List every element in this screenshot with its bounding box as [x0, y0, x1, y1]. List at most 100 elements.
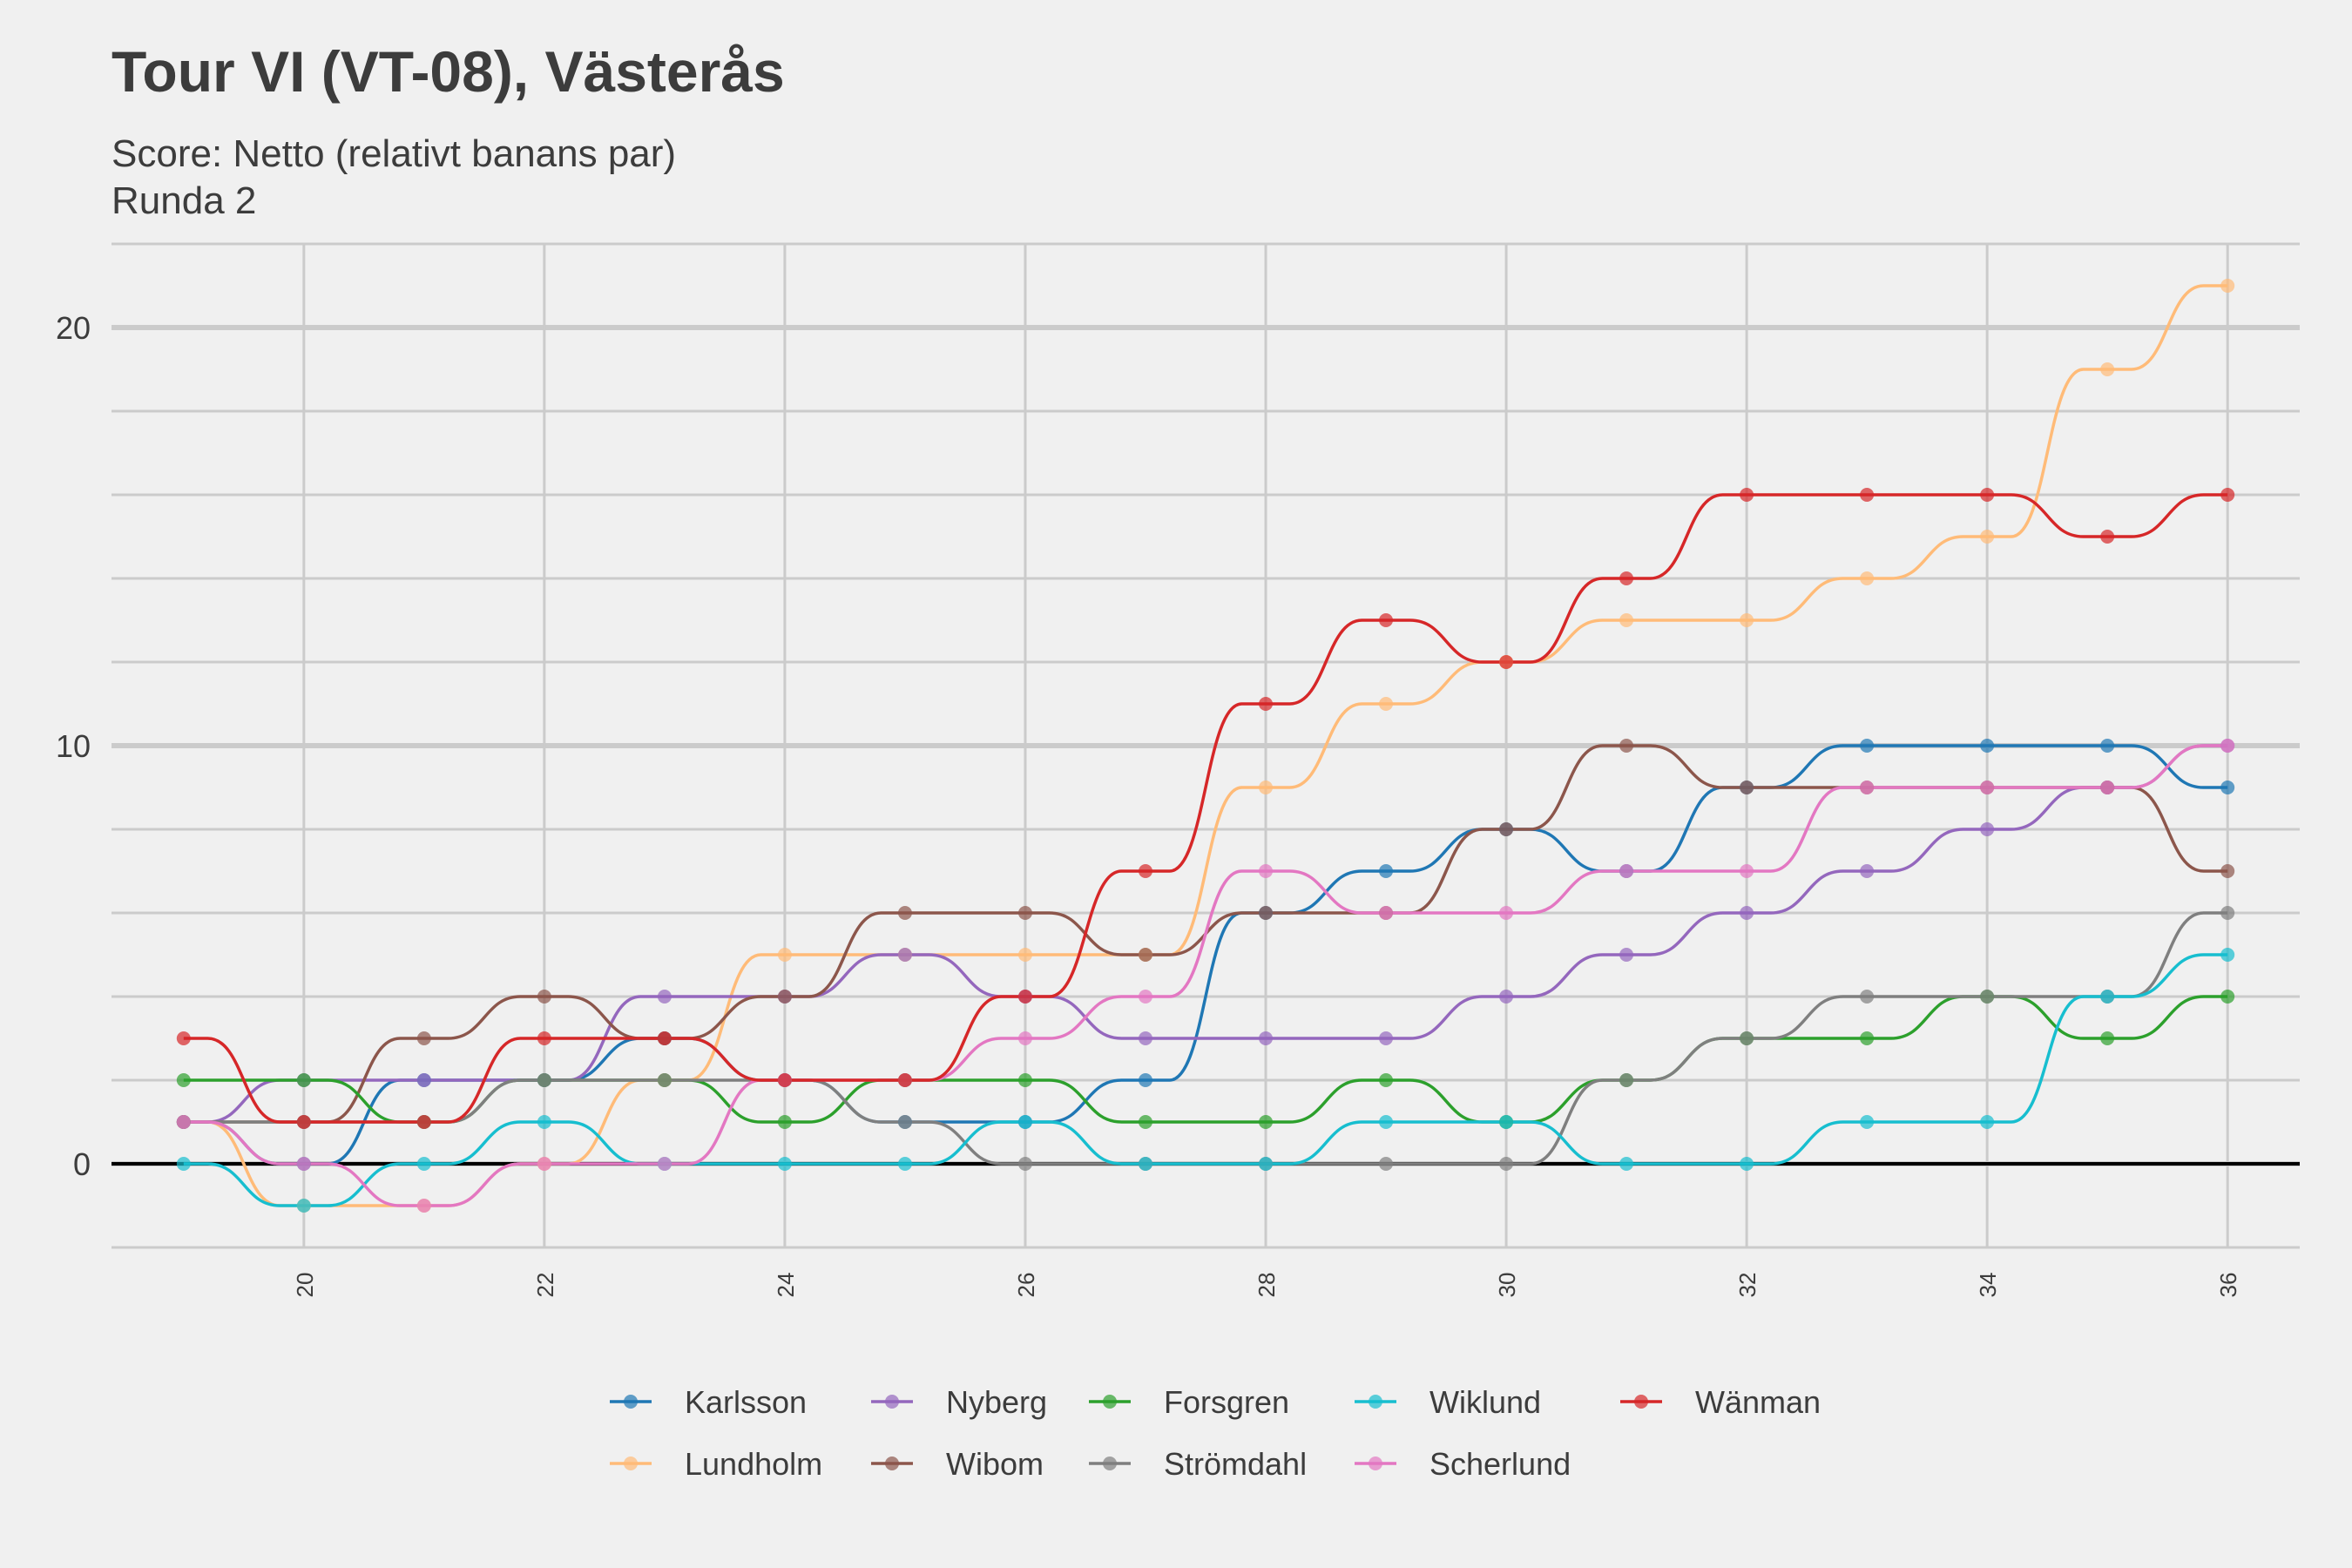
data-point: [657, 1073, 672, 1087]
data-point: [176, 1031, 191, 1045]
data-point: [1138, 1073, 1152, 1087]
chart-title: Tour VI (VT-08), Västerås: [112, 39, 785, 104]
legend-label: Wiklund: [1429, 1384, 1541, 1420]
legend-label: Forsgren: [1164, 1384, 1289, 1420]
data-point: [897, 948, 912, 962]
data-point: [1259, 906, 1274, 920]
data-point: [1138, 990, 1152, 1004]
data-point: [1740, 864, 1754, 878]
legend-item: Strömdahl: [1089, 1446, 1307, 1482]
data-point: [1017, 1073, 1032, 1087]
legend-item: Nyberg: [871, 1384, 1047, 1420]
legend-swatch-point: [1103, 1395, 1117, 1409]
data-point: [1980, 1115, 1995, 1129]
x-tick-label: 20: [292, 1273, 318, 1298]
data-point: [1860, 739, 1875, 753]
data-point: [176, 1115, 191, 1129]
legend: Karlsson Lundholm Nyberg Wibom Forsgren Ström…: [610, 1384, 1821, 1482]
data-point: [777, 1115, 792, 1129]
data-point: [1619, 571, 1634, 585]
data-point: [1740, 1031, 1754, 1045]
data-point: [1980, 990, 1995, 1004]
data-point: [1740, 781, 1754, 794]
data-point: [897, 906, 912, 920]
data-point: [1259, 1031, 1274, 1045]
data-point: [777, 1157, 792, 1171]
data-point: [1379, 613, 1394, 627]
legend-swatch-point: [885, 1395, 899, 1409]
data-point: [777, 1073, 792, 1087]
data-point: [1980, 530, 1995, 544]
data-point: [537, 1031, 551, 1045]
data-point: [416, 1031, 431, 1045]
data-point: [1379, 906, 1394, 920]
legend-item: Wibom: [871, 1446, 1044, 1482]
data-point: [1980, 739, 1995, 753]
x-tick-label: 32: [1734, 1273, 1761, 1298]
legend-label: Scherlund: [1429, 1446, 1571, 1482]
data-point: [296, 1199, 311, 1213]
legend-item: Forsgren: [1089, 1384, 1289, 1420]
series-line: [183, 995, 2228, 1124]
data-point: [1259, 781, 1274, 794]
data-point: [1379, 1115, 1394, 1129]
data-point: [1860, 1031, 1875, 1045]
x-axis-ticks: 20 22 24 26 28 30 32 34 36: [292, 1273, 2241, 1298]
data-point: [1619, 613, 1634, 627]
data-point: [2220, 488, 2235, 502]
legend-swatch-point: [1369, 1456, 1382, 1470]
data-point: [2100, 530, 2115, 544]
data-point: [897, 1115, 912, 1129]
data-point: [1259, 1157, 1274, 1171]
x-tick-label: 24: [773, 1273, 799, 1298]
data-point: [176, 1157, 191, 1171]
series-lines: [183, 284, 2228, 1207]
data-point: [1138, 948, 1152, 962]
series-line: [183, 953, 2228, 1207]
data-point: [1740, 906, 1754, 920]
legend-label: Nyberg: [946, 1384, 1047, 1420]
data-point: [1017, 1031, 1032, 1045]
data-point: [2220, 864, 2235, 878]
subtitle-line-round: Runda 2: [112, 179, 257, 222]
data-point: [1138, 1115, 1152, 1129]
data-point: [1259, 864, 1274, 878]
data-point: [1138, 1031, 1152, 1045]
y-axis-ticks: 0 10 20: [56, 310, 91, 1182]
data-point: [777, 948, 792, 962]
data-point: [657, 990, 672, 1004]
data-point: [1017, 1157, 1032, 1171]
data-point: [1017, 990, 1032, 1004]
data-point: [1138, 1157, 1152, 1171]
data-point: [1499, 1115, 1514, 1129]
data-point: [2220, 279, 2235, 293]
data-point: [1980, 822, 1995, 836]
data-point: [1860, 1115, 1875, 1129]
data-point: [1740, 1157, 1754, 1171]
legend-label: Wänman: [1695, 1384, 1821, 1420]
x-tick-label: 22: [532, 1273, 558, 1298]
data-point: [537, 1073, 551, 1087]
data-point: [657, 1031, 672, 1045]
data-point: [1017, 906, 1032, 920]
x-tick-label: 36: [2215, 1273, 2241, 1298]
data-point: [2100, 990, 2115, 1004]
data-point: [2220, 990, 2235, 1004]
data-point: [537, 1157, 551, 1171]
y-tick-label: 10: [56, 728, 91, 764]
legend-swatch-point: [1634, 1395, 1648, 1409]
series-line: [183, 744, 2228, 1207]
x-tick-label: 26: [1013, 1273, 1039, 1298]
data-point: [2220, 906, 2235, 920]
data-point: [1740, 613, 1754, 627]
legend-swatch-point: [885, 1456, 899, 1470]
data-point: [1860, 488, 1875, 502]
data-point: [777, 990, 792, 1004]
data-point: [296, 1115, 311, 1129]
x-tick-label: 28: [1254, 1273, 1280, 1298]
data-point: [416, 1199, 431, 1213]
legend-swatch-point: [1103, 1456, 1117, 1470]
legend-item: Wiklund: [1355, 1384, 1541, 1420]
legend-item: Scherlund: [1355, 1446, 1571, 1482]
